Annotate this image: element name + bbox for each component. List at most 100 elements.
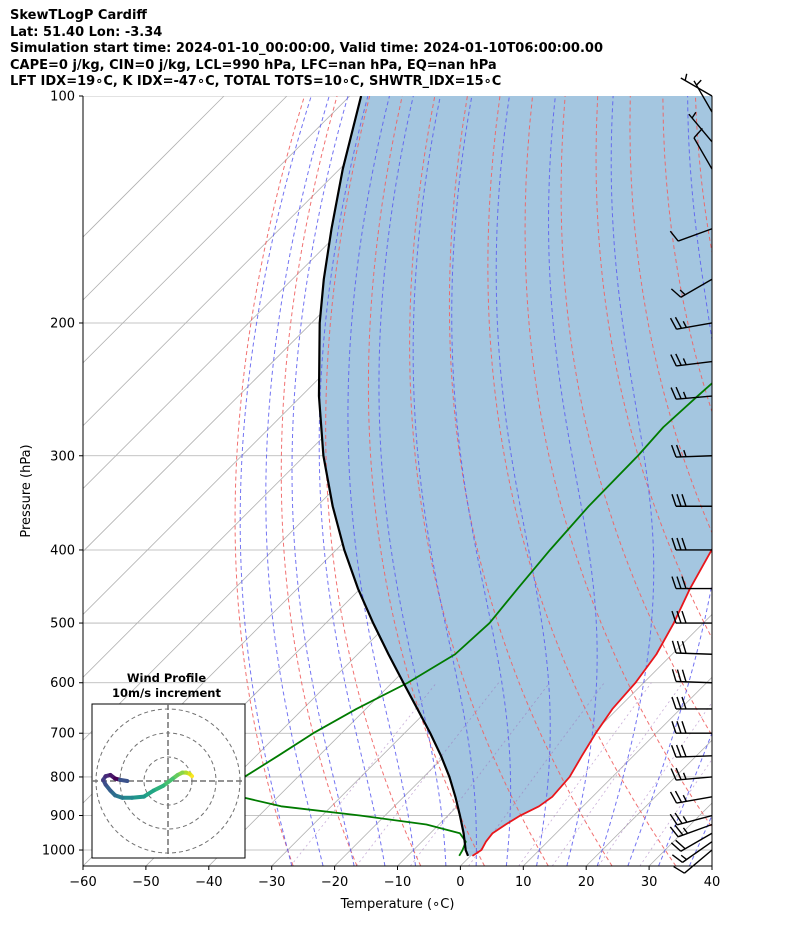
mixing-ratio-line [290,682,437,866]
wind-barb [680,73,713,97]
index-line: LFT IDX=19∘C, K IDX=-47∘C, TOTAL TOTS=10… [10,74,502,89]
wind-barb [671,610,712,624]
x-tick-label: 0 [456,875,464,890]
wind-barb [670,767,713,781]
dry-adiabat [448,96,613,866]
cape-line: CAPE=0 j/kg, CIN=0 j/kg, LCL=990 hPa, LF… [10,57,497,73]
time-line: Simulation start time: 2024-01-10_00:00:… [10,41,603,56]
moist-adiabat [239,96,312,866]
mixing-ratio-line [551,682,684,866]
moist-adiabat [658,731,712,866]
dewpoint-line [230,382,712,857]
dry-adiabat [409,96,549,866]
y-tick-label: 200 [50,316,75,331]
dry-adiabat [728,96,794,866]
y-tick-label: 700 [50,727,75,742]
x-tick-label: −60 [69,875,96,890]
isotherm-gridline [83,96,288,301]
dry-adiabat [560,96,712,737]
mixing-ratio-line [598,701,712,866]
y-tick-label: 800 [50,770,75,785]
moist-adiabat [378,96,447,866]
dry-adiabat [524,96,712,829]
x-tick-label: −20 [321,875,348,890]
x-tick-label: −50 [132,875,159,890]
isotherm-gridline [523,676,712,866]
y-tick-label: 100 [50,90,75,105]
wind-barb [670,278,713,298]
hodograph-segment [130,794,146,800]
dry-adiabat [325,96,422,866]
y-tick-label: 500 [50,617,75,632]
wind-barb [671,494,712,507]
wind-barb [693,127,713,170]
wind-barb [670,353,713,367]
moist-adiabat [627,96,712,866]
wind-barb [669,228,713,242]
moist-adiabat [548,96,598,866]
axes: −60 −50 −40 −30 −20 −10 0 10 20 30 40 100 200 300 400 5… [19,90,720,913]
chart-title-block: SkewTLogP Cardiff Lat: 51.40 Lon: -3.34 … [10,8,603,91]
dry-adiabat [629,96,712,534]
wind-barb [669,812,713,826]
wind-barb [671,537,712,551]
hodograph-subtitle: 10m/s increment [112,686,221,700]
reference-lines [234,96,794,866]
hodograph-title: Wind Profile [127,671,207,685]
x-tick-label: 10 [515,875,532,890]
mixing-ratio-line [410,682,550,866]
wind-barb [671,696,712,710]
x-tick-label: −10 [384,875,411,890]
wind-barb [669,790,713,804]
cin-shading [318,96,712,856]
wind-barb [671,721,712,734]
wind-barbs [669,73,713,874]
moist-adiabat [451,96,512,866]
x-tick-label: 30 [641,875,658,890]
dry-adiabat [234,96,305,866]
wind-barb [671,669,713,684]
y-axis-label: Pressure (hPa) [19,444,34,537]
x-tick-label: 40 [704,875,721,890]
chart-title: SkewTLogP Cardiff [10,8,147,23]
x-tick-label: 20 [578,875,595,890]
isotherm-gridline [83,96,351,364]
mixing-ratio-line [356,682,499,866]
moist-adiabat [495,96,551,866]
y-tick-label: 600 [50,676,75,691]
y-tick-label: 400 [50,543,75,558]
wind-barb [670,832,713,852]
mixing-ratio-line [639,758,712,866]
location-line: Lat: 51.40 Lon: -3.34 [10,24,163,40]
isotherm-gridline [83,96,413,427]
x-axis-label: Temperature (∘C) [340,897,455,912]
y-tick-label: 300 [50,449,75,464]
dry-adiabat [761,96,794,866]
wind-barb [693,79,713,113]
wind-barb [671,640,713,655]
moist-adiabat [412,96,477,866]
moist-adiabat [265,96,330,866]
wind-barb [688,111,713,143]
isotherm-gridline [83,96,225,238]
y-tick-label: 1000 [42,844,75,859]
isotherm-gridline [711,865,712,866]
wind-barb [670,744,713,758]
cape-cin-fill [318,96,712,856]
hodograph-segment [118,777,130,783]
moist-adiabat [720,96,794,866]
wind-barb [670,444,713,458]
wind-barb [671,841,713,863]
x-tick-label: −40 [195,875,222,890]
y-tick-label: 900 [50,809,75,824]
wind-barb [670,386,713,400]
parcel-profile-line [317,96,470,857]
wind-barb [669,316,713,330]
wind-barb [673,849,713,874]
wind-barb [671,576,712,590]
dry-adiabat [487,96,677,866]
wind-barb [669,823,713,838]
x-tick-label: −30 [258,875,285,890]
